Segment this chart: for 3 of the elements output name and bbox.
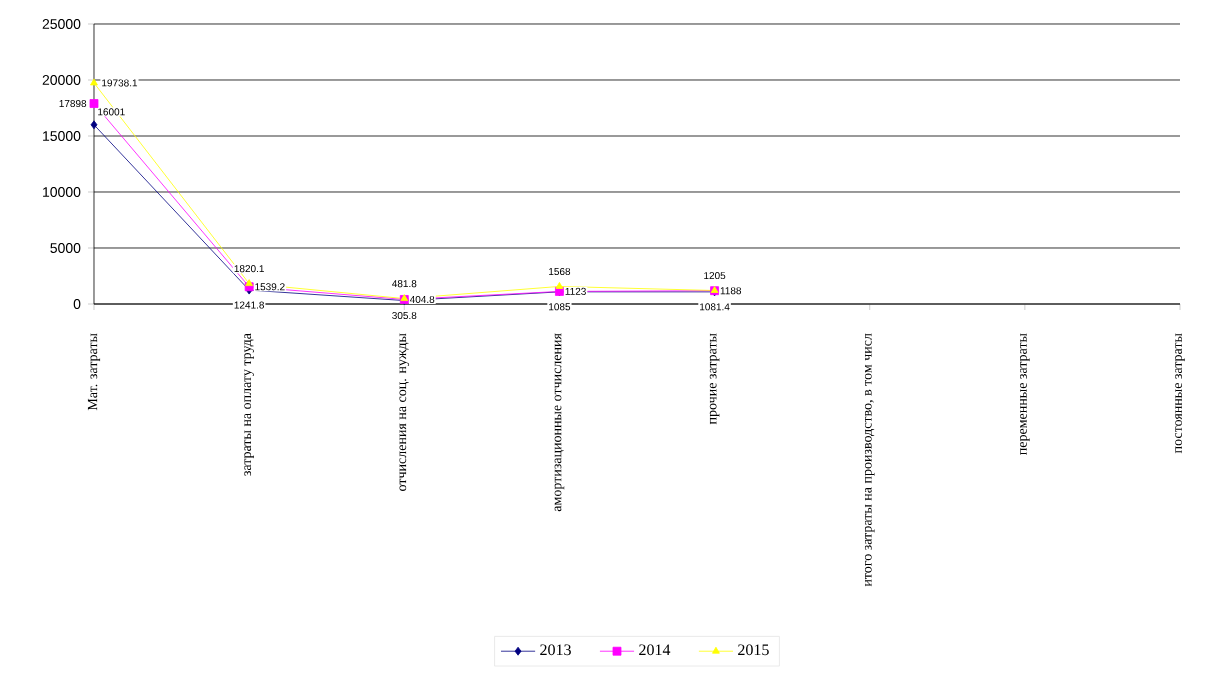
legend-label: 2015: [738, 644, 769, 656]
legend-label: 2014: [639, 644, 671, 656]
legend-label: 2013: [540, 644, 571, 656]
